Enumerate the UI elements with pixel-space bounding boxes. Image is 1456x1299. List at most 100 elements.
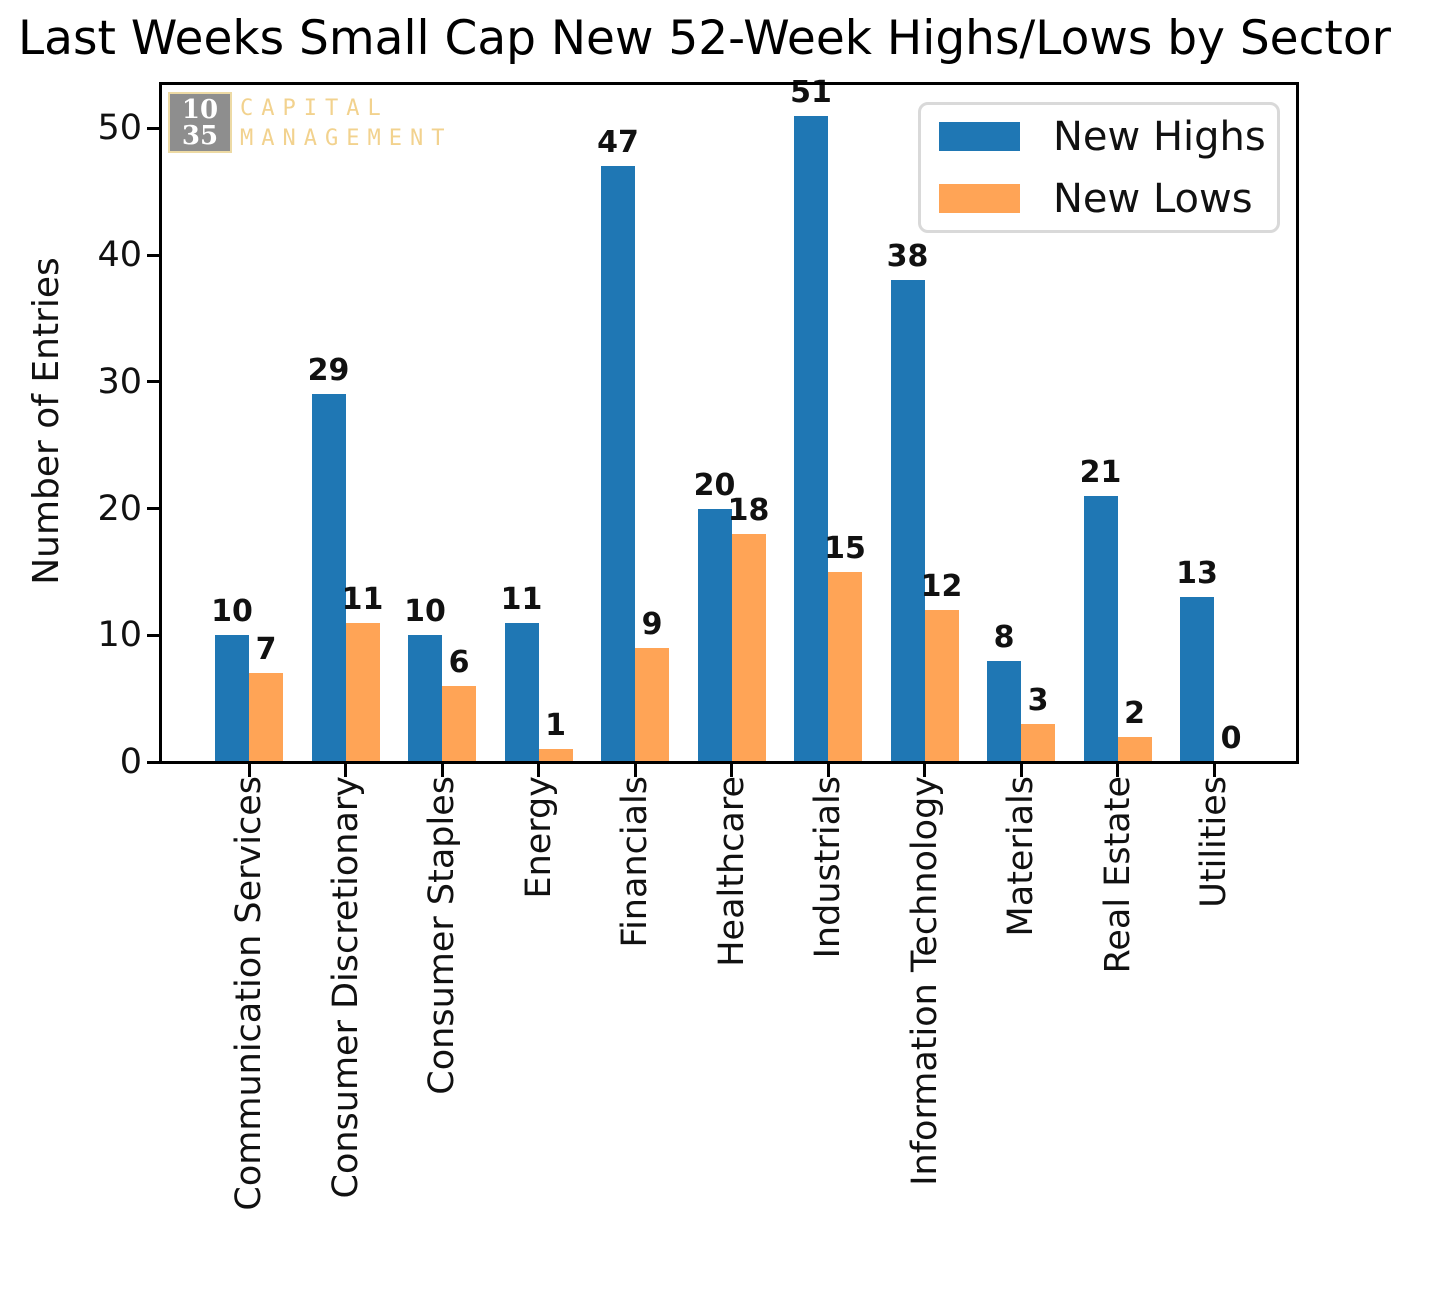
x-axis-label-text: Real Estate	[1097, 776, 1138, 974]
bar-new-lows-energy	[538, 749, 573, 762]
x-axis-label-text: Utilities	[1194, 776, 1234, 908]
logo-number-top: 10	[181, 94, 219, 125]
x-tick-mark	[633, 764, 637, 777]
bar-new-highs-consumer-staples	[408, 635, 442, 762]
bar-new-lows-consumer-staples	[442, 685, 476, 762]
y-tick-label: 20	[97, 488, 142, 529]
x-axis-label-text: Financials	[615, 776, 655, 948]
value-label-new-highs-consumer-discretionary: 29	[307, 353, 350, 389]
legend-label-new-lows: New Lows	[1053, 175, 1253, 222]
x-axis-label-text: Healthcare	[711, 776, 752, 967]
x-tick-mark	[344, 764, 347, 777]
bar-new-highs-healthcare	[697, 508, 732, 762]
value-label-new-lows-energy: 1	[545, 708, 566, 744]
value-label-new-lows-communication-services: 7	[255, 632, 277, 668]
value-label-new-highs-information-technology: 38	[886, 239, 929, 275]
x-axis-label-utilities: Utilities	[1194, 776, 1234, 912]
bar-new-highs-financials	[601, 166, 635, 762]
value-label-new-lows-financials: 9	[641, 606, 663, 642]
x-axis-label-information-technology: Information Technology	[905, 776, 945, 1190]
bar-new-highs-consumer-discretionary	[311, 394, 346, 762]
y-tick-mark	[147, 380, 160, 384]
logo-1035-capital-management: 10 35 CAPITAL MANAGEMENT	[168, 92, 452, 154]
x-tick-mark	[1212, 764, 1216, 777]
y-tick-mark	[147, 507, 160, 511]
bar-new-lows-real-estate	[1117, 736, 1152, 762]
x-tick-mark	[1116, 764, 1119, 777]
bar-new-lows-communication-services	[249, 673, 283, 762]
value-label-new-lows-information-technology: 12	[920, 568, 963, 604]
bar-new-highs-communication-services	[215, 635, 249, 762]
x-axis-label-text: Industrials	[808, 776, 848, 959]
legend: New Highs New Lows	[918, 102, 1280, 233]
x-tick-mark	[247, 764, 251, 777]
bar-new-highs-information-technology	[890, 280, 925, 762]
x-axis-label-materials: Materials	[1001, 776, 1041, 940]
x-axis-label-text: Materials	[1001, 776, 1041, 937]
x-tick-mark	[923, 764, 926, 777]
x-axis-label-real-estate: Real Estate	[1098, 776, 1138, 977]
y-tick-label: 10	[97, 615, 142, 656]
x-tick-mark	[1019, 764, 1023, 777]
value-label-new-lows-consumer-discretionary: 11	[341, 581, 384, 617]
bar-new-highs-energy	[504, 622, 539, 762]
value-label-new-highs-energy: 11	[500, 581, 543, 617]
value-label-new-lows-industrials: 15	[824, 530, 866, 566]
bar-new-lows-industrials	[828, 571, 862, 762]
x-tick-mark	[826, 764, 830, 777]
axis-spine-top	[159, 82, 1299, 85]
axis-spine-left	[159, 82, 162, 764]
bar-new-highs-industrials	[794, 115, 828, 762]
logo-word-capital: CAPITAL	[240, 96, 389, 121]
logo-wordmark: CAPITAL MANAGEMENT	[240, 92, 452, 154]
x-axis-label-industrials: Industrials	[808, 776, 848, 962]
legend-label-new-highs: New Highs	[1053, 113, 1266, 160]
x-axis-label-text: Consumer Discretionary	[325, 776, 366, 1199]
y-tick-label: 50	[97, 108, 142, 149]
bar-new-highs-materials	[987, 660, 1021, 762]
bar-new-lows-consumer-discretionary	[345, 622, 380, 762]
value-label-new-lows-real-estate: 2	[1124, 695, 1145, 731]
axis-spine-right	[1296, 82, 1299, 764]
x-axis-label-text: Consumer Staples	[422, 776, 462, 1095]
x-axis-label-financials: Financials	[615, 776, 655, 952]
bar-new-highs-utilities	[1180, 597, 1214, 762]
bar-new-lows-financials	[635, 647, 669, 762]
value-label-new-lows-utilities: 0	[1220, 721, 1242, 756]
legend-item-new-highs: New Highs	[939, 115, 1266, 159]
x-axis-label-communication-services: Communication Services	[229, 776, 269, 1215]
bar-new-highs-real-estate	[1083, 495, 1118, 762]
x-tick-mark	[440, 764, 444, 777]
y-tick-mark	[147, 253, 160, 257]
x-tick-mark	[537, 764, 540, 777]
logo-number-bottom: 35	[181, 120, 219, 151]
bar-new-lows-healthcare	[731, 533, 766, 762]
value-label-new-highs-communication-services: 10	[211, 594, 253, 630]
y-tick-mark	[147, 633, 160, 637]
y-axis-label-text: Number of Entries	[26, 257, 67, 585]
value-label-new-highs-utilities: 13	[1176, 556, 1218, 592]
value-label-new-highs-financials: 47	[597, 125, 639, 161]
value-label-new-lows-materials: 3	[1027, 682, 1049, 718]
value-label-new-highs-consumer-staples: 10	[404, 594, 446, 630]
x-axis-label-text: Energy	[518, 776, 559, 899]
y-axis-label: Number of Entries	[26, 257, 67, 589]
x-axis-label-energy: Energy	[519, 776, 559, 903]
logo-word-management: MANAGEMENT	[240, 126, 453, 151]
y-tick-label: 0	[119, 742, 142, 782]
logo-number-box: 10 35	[168, 92, 232, 153]
bar-new-lows-information-technology	[924, 609, 959, 762]
x-axis-label-text: Information Technology	[904, 776, 945, 1186]
y-tick-mark	[147, 126, 160, 130]
value-label-new-lows-consumer-staples: 6	[448, 644, 470, 680]
value-label-new-highs-real-estate: 21	[1079, 454, 1122, 490]
legend-item-new-lows: New Lows	[939, 177, 1259, 221]
x-axis-label-consumer-discretionary: Consumer Discretionary	[326, 776, 366, 1203]
y-tick-label: 30	[97, 361, 142, 402]
value-label-new-highs-materials: 8	[993, 619, 1015, 655]
x-axis-label-text: Communication Services	[229, 776, 269, 1211]
axis-spine-bottom	[159, 761, 1299, 764]
value-label-new-lows-healthcare: 18	[727, 492, 770, 528]
x-axis-label-healthcare: Healthcare	[712, 776, 752, 971]
